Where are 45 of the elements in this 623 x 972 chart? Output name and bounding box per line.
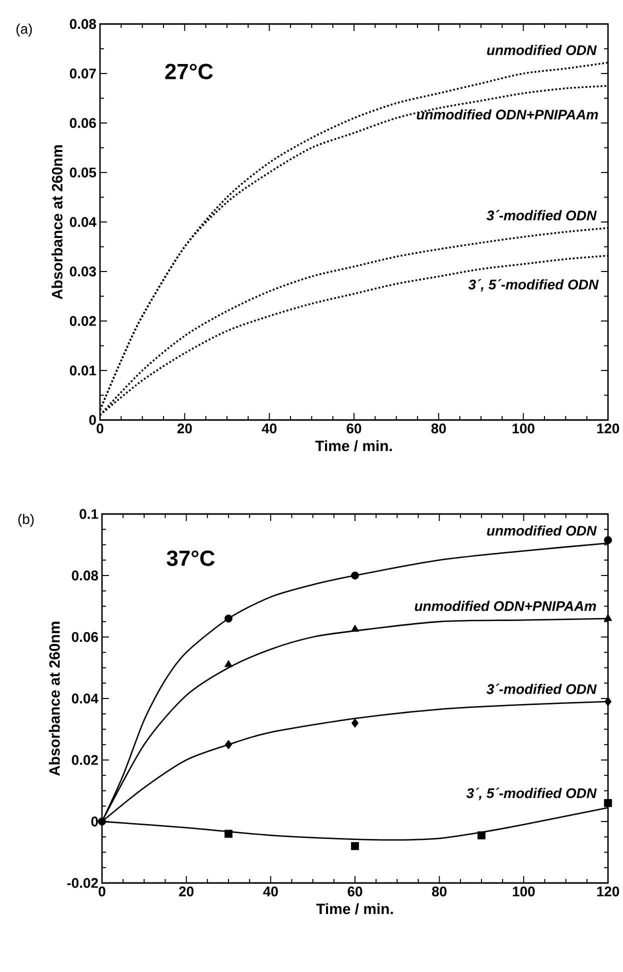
annotation: 37°C xyxy=(166,550,215,566)
annotation: 3´, 5´-modified ODN xyxy=(466,788,597,800)
x-tick-label: 40 xyxy=(262,424,277,434)
y-tick-label: 0.04 xyxy=(72,694,98,704)
y-tick-label: 0.01 xyxy=(70,366,96,376)
x-tick-label: 80 xyxy=(432,886,447,896)
y-tick-label: 0 xyxy=(91,816,98,826)
annotation: unmodified ODN+PNIPAAm xyxy=(416,109,598,120)
x-tick-label: 40 xyxy=(263,886,278,896)
y-tick-label: 0.04 xyxy=(70,217,96,227)
x-tick-label: 120 xyxy=(597,424,620,434)
y-tick-label: 0.08 xyxy=(70,19,96,29)
x-tick-label: 60 xyxy=(348,886,362,896)
annotation: unmodified ODN xyxy=(487,525,597,536)
y-tick-label: 0.06 xyxy=(72,632,98,642)
y-tick-label: -0.02 xyxy=(67,878,98,888)
x-tick-label: 80 xyxy=(431,424,446,434)
annotation: unmodified ODN xyxy=(487,44,597,56)
x-tick-label: 100 xyxy=(512,886,535,896)
x-tick-label: 60 xyxy=(346,424,362,434)
y-axis-title: Absorbance at 260nm xyxy=(48,622,60,776)
x-tick-label: 20 xyxy=(179,886,194,896)
x-tick-label: 120 xyxy=(597,886,620,896)
annotation: 27°C xyxy=(165,64,213,80)
annotation: 3´-modified ODN xyxy=(486,210,597,220)
y-tick-label: 0.03 xyxy=(70,266,96,276)
y-tick-label: 0 xyxy=(89,415,96,425)
y-tick-label: 0.08 xyxy=(72,570,98,580)
annotation: 3´-modified ODN xyxy=(486,684,597,694)
y-tick-label: 0.06 xyxy=(70,118,96,128)
x-tick-label: 20 xyxy=(177,424,192,434)
y-tick-label: 0.07 xyxy=(70,68,96,78)
annotation: unmodified ODN+PNIPAAm xyxy=(414,600,596,612)
annotation: 3´, 5´-modified ODN xyxy=(468,279,599,292)
x-axis-title: Time / min. xyxy=(315,440,392,452)
x-axis-title: Time / min. xyxy=(316,903,393,914)
y-tick-label: 0.02 xyxy=(70,316,96,326)
y-tick-label: 0.1 xyxy=(80,509,98,519)
y-tick-label: 0.05 xyxy=(70,168,96,178)
y-axis-title: Absorbance at 260nm xyxy=(52,145,63,300)
x-tick-label: 0 xyxy=(98,886,106,896)
text: (a) xyxy=(16,24,32,37)
text: (b) xyxy=(18,514,34,527)
y-tick-label: 0.02 xyxy=(72,755,98,765)
x-tick-label: 100 xyxy=(512,424,534,434)
